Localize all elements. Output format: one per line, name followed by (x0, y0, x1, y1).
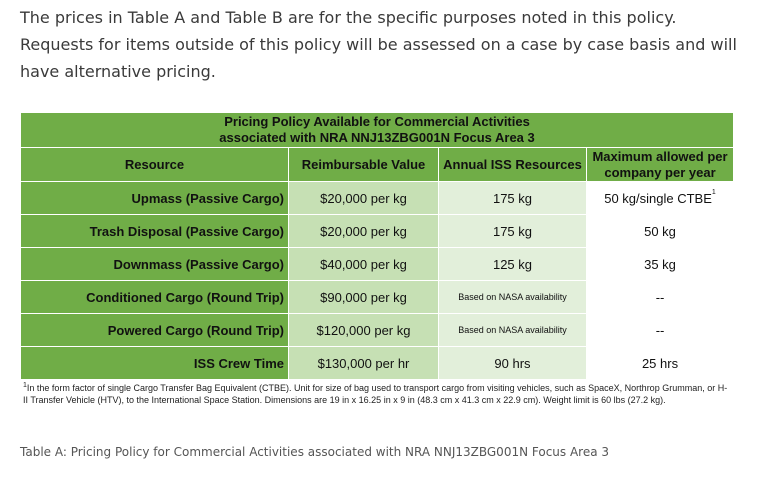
table-header-row: Resource Reimbursable Value Annual ISS R… (20, 147, 735, 182)
footnote-text: In the form factor of single Cargo Trans… (23, 383, 728, 405)
table-footnote: 1In the form factor of single Cargo Tran… (19, 379, 735, 411)
reimbursable-cell: $120,000 per kg (288, 313, 439, 347)
maximum-cell: -- (585, 313, 735, 347)
annual-cell: 175 kg (438, 181, 587, 215)
maximum-cell: 35 kg (585, 247, 735, 281)
pricing-table-container: Pricing Policy Available for Commercial … (19, 112, 735, 411)
annual-cell: Based on NASA availability (438, 280, 587, 314)
annual-cell: 90 hrs (438, 346, 587, 380)
table-row: Conditioned Cargo (Round Trip) $90,000 p… (20, 280, 735, 314)
annual-cell: 125 kg (438, 247, 587, 281)
maximum-value: 50 kg/single CTBE (604, 190, 712, 206)
header-maximum-allowed: Maximum allowed per company per year (585, 147, 735, 182)
table-row: Powered Cargo (Round Trip) $120,000 per … (20, 313, 735, 347)
annual-cell: Based on NASA availability (438, 313, 587, 347)
resource-cell: Conditioned Cargo (Round Trip) (20, 280, 289, 314)
table-row: Downmass (Passive Cargo) $40,000 per kg … (20, 247, 735, 281)
table-row: Trash Disposal (Passive Cargo) $20,000 p… (20, 214, 735, 248)
footnote-mark: 1 (23, 382, 27, 389)
annual-cell: 175 kg (438, 214, 587, 248)
reimbursable-cell: $90,000 per kg (288, 280, 439, 314)
resource-cell: Upmass (Passive Cargo) (20, 181, 289, 215)
resource-cell: Trash Disposal (Passive Cargo) (20, 214, 289, 248)
resource-cell: Downmass (Passive Cargo) (20, 247, 289, 281)
table-title-row: Pricing Policy Available for Commercial … (19, 112, 735, 148)
table-row: ISS Crew Time $130,000 per hr 90 hrs 25 … (20, 346, 735, 380)
maximum-cell: 25 hrs (585, 346, 735, 380)
table-title: Pricing Policy Available for Commercial … (19, 112, 735, 148)
intro-paragraph: The prices in Table A and Table B are fo… (20, 8, 737, 81)
maximum-cell: 50 kg (585, 214, 735, 248)
table-row: Upmass (Passive Cargo) $20,000 per kg 17… (20, 181, 735, 215)
reimbursable-cell: $40,000 per kg (288, 247, 439, 281)
reimbursable-cell: $20,000 per kg (288, 214, 439, 248)
table-caption: Table A: Pricing Policy for Commercial A… (20, 445, 610, 459)
maximum-cell: -- (585, 280, 735, 314)
maximum-cell: 50 kg/single CTBE1 (585, 181, 735, 215)
header-reimbursable-value: Reimbursable Value (288, 147, 439, 182)
reimbursable-cell: $20,000 per kg (288, 181, 439, 215)
reimbursable-cell: $130,000 per hr (288, 346, 439, 380)
header-annual-iss-resources: Annual ISS Resources (438, 147, 587, 182)
footnote-reference: 1 (711, 188, 716, 196)
resource-cell: ISS Crew Time (20, 346, 289, 380)
pricing-table: Pricing Policy Available for Commercial … (19, 112, 735, 411)
footnote-row: 1In the form factor of single Cargo Tran… (19, 379, 735, 411)
resource-cell: Powered Cargo (Round Trip) (20, 313, 289, 347)
table-title-line-2: associated with NRA NNJ13ZBG001N Focus A… (219, 130, 535, 145)
header-resource: Resource (20, 147, 289, 182)
table-title-line-1: Pricing Policy Available for Commercial … (224, 114, 530, 129)
